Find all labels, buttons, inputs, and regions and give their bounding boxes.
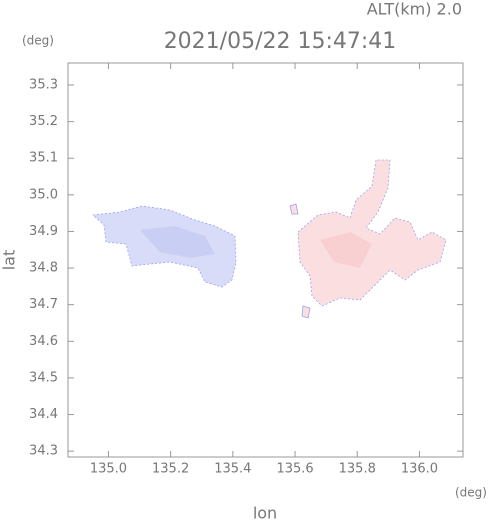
x-axis-label: lon: [253, 504, 277, 521]
chart-title: 2021/05/22 15:47:41: [164, 29, 397, 54]
x-tick-label: 135.2: [152, 462, 189, 477]
x-unit: (deg): [455, 486, 487, 500]
x-tick-label: 136.0: [401, 462, 438, 477]
y-tick-label: 35.2: [29, 114, 58, 129]
x-tick-label: 135.0: [90, 462, 127, 477]
x-tick-label: 135.4: [214, 462, 251, 477]
y-tick-label: 35.3: [29, 77, 58, 92]
y-tick-label: 34.9: [29, 224, 58, 239]
y-tick-label: 34.4: [29, 407, 58, 422]
y-tick-label: 34.5: [29, 370, 58, 385]
y-tick-label: 34.3: [29, 444, 58, 459]
plot-frame: [67, 62, 464, 458]
altitude-label: ALT(km) 2.0: [367, 0, 462, 19]
y-tick-label: 34.6: [29, 334, 58, 349]
x-tick-label: 135.8: [339, 462, 376, 477]
echo-west: [92, 205, 237, 288]
y-tick-label: 34.7: [29, 297, 58, 312]
echo-east: [289, 159, 447, 319]
y-unit: (deg): [22, 34, 54, 48]
y-tick-label: 35.1: [29, 151, 58, 166]
x-tick-label: 135.6: [276, 462, 313, 477]
y-axis-label: lat: [0, 250, 19, 271]
y-tick-label: 35.0: [29, 187, 58, 202]
y-tick-label: 34.8: [29, 261, 58, 276]
